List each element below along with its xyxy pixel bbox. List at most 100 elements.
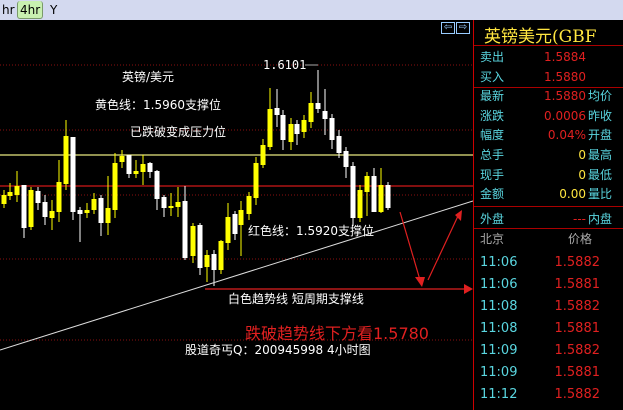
quote-row: 总手 0 最高: [480, 146, 623, 165]
quote-row: 卖出 1.5884: [480, 48, 623, 67]
quote-right-label: 均价: [588, 89, 613, 104]
candle: [218, 240, 224, 274]
tick-price: 1.5882: [554, 255, 601, 270]
quote-label: 幅度: [480, 128, 505, 143]
quote-value: ---: [573, 212, 586, 226]
candle: [246, 192, 252, 220]
tick-price: 1.5882: [554, 299, 601, 314]
quote-row: 涨跌 0.0006 昨收: [480, 107, 623, 126]
target-arrowhead: [464, 284, 473, 294]
candle: [371, 168, 377, 212]
quote-row: 外盘 --- 内盘: [480, 210, 623, 229]
quote-label: 卖出: [480, 50, 505, 64]
ticks-header: 北京 价格: [480, 230, 623, 249]
tick-row: 11:12 1.5882: [480, 385, 623, 404]
tick-time: 11:06: [480, 277, 518, 292]
candle: [49, 200, 55, 230]
tick-price: 1.5882: [554, 343, 601, 358]
quote-value: 1.5884: [544, 50, 586, 64]
arrowhead-down: [415, 277, 425, 287]
pair-label: 英镑/美元: [122, 70, 175, 84]
tick-time: 11:08: [480, 299, 518, 314]
tick-time: 11:09: [480, 365, 518, 380]
candle: [21, 185, 27, 238]
candle: [84, 203, 90, 218]
candle: [77, 207, 83, 242]
tick-price: 1.5881: [554, 277, 601, 292]
candle: [1, 190, 7, 208]
candle: [190, 223, 196, 263]
candle: [28, 187, 34, 230]
quote-value: 1.5880: [544, 89, 586, 104]
candle: [378, 168, 384, 213]
candle: [288, 118, 294, 150]
candle: [260, 139, 266, 168]
candle: [63, 120, 69, 190]
quote-right-label: 最低: [588, 167, 613, 182]
quote-value: 0.04%: [547, 128, 586, 143]
quote-right-label: 内盘: [588, 212, 613, 226]
timeframe-4hr[interactable]: 4hr: [17, 1, 44, 19]
tick-row: 11:09 1.5881: [480, 363, 623, 382]
candle: [336, 130, 342, 158]
candle: [294, 120, 300, 145]
candle: [350, 162, 356, 226]
time-header: 北京: [480, 232, 505, 246]
tick-time: 11:12: [480, 387, 518, 402]
candle: [274, 89, 280, 127]
arrowhead-up: [455, 210, 462, 221]
quote-right-label: 开盘: [588, 128, 613, 143]
candle: [7, 183, 13, 200]
divider: [474, 45, 623, 46]
price-header: 价格: [567, 232, 592, 246]
quote-label: 现手: [480, 167, 505, 182]
candle: [238, 201, 244, 256]
candle: [140, 155, 146, 185]
candle: [154, 170, 160, 210]
candle: [91, 193, 97, 214]
quote-row: 现手 0 最低: [480, 166, 623, 185]
quote-label: 总手: [480, 148, 505, 162]
tick-price: 1.5881: [554, 321, 601, 336]
forecast-up-arrow: [427, 215, 459, 281]
tick-row: 11:06 1.5881: [480, 275, 623, 294]
candle: [56, 160, 62, 222]
candle: [70, 137, 76, 220]
timeframe-y[interactable]: Y: [50, 3, 58, 17]
tick-row: 11:09 1.5882: [480, 341, 623, 360]
quote-right-label: 昨收: [588, 108, 613, 123]
candle: [126, 155, 132, 178]
candle: [42, 195, 48, 225]
divider: [474, 206, 623, 207]
candle: [204, 250, 210, 282]
candle: [301, 115, 307, 138]
candle: [119, 150, 125, 168]
high-price-label: 1.6101: [263, 58, 307, 72]
tick-row: 11:08 1.5882: [480, 297, 623, 316]
quote-label: 外盘: [480, 212, 505, 226]
tick-row: 11:08 1.5881: [480, 319, 623, 338]
tick-time: 11:06: [480, 255, 518, 270]
scroll-right-button[interactable]: ⇨: [456, 22, 470, 34]
candlestick-chart[interactable]: [0, 20, 473, 410]
quote-label: 买入: [480, 69, 505, 84]
instrument-title: 英镑美元(GBF: [484, 27, 597, 47]
quote-row: 最新 1.5880 均价: [480, 87, 623, 106]
quote-row: 金额 0.00 量比: [480, 185, 623, 204]
forecast-label: 跌破趋势线下方看1.5780: [245, 324, 429, 343]
candle: [357, 185, 363, 222]
timeframe-hr[interactable]: hr: [2, 3, 15, 17]
quote-label: 最新: [480, 89, 505, 104]
candle: [14, 171, 20, 202]
candle: [112, 153, 118, 218]
candle: [161, 195, 167, 217]
candle: [182, 186, 188, 260]
quote-value: 0.00: [559, 187, 586, 202]
yellow-line-note: 已跌破变成压力位: [130, 125, 227, 139]
candle: [329, 114, 335, 149]
candle: [280, 110, 286, 150]
candle: [343, 147, 349, 178]
scroll-left-button[interactable]: ⇦: [441, 22, 455, 34]
red-line-label: 红色线：1.5920支撑位: [248, 224, 374, 238]
quote-right-label: 最高: [588, 148, 613, 162]
